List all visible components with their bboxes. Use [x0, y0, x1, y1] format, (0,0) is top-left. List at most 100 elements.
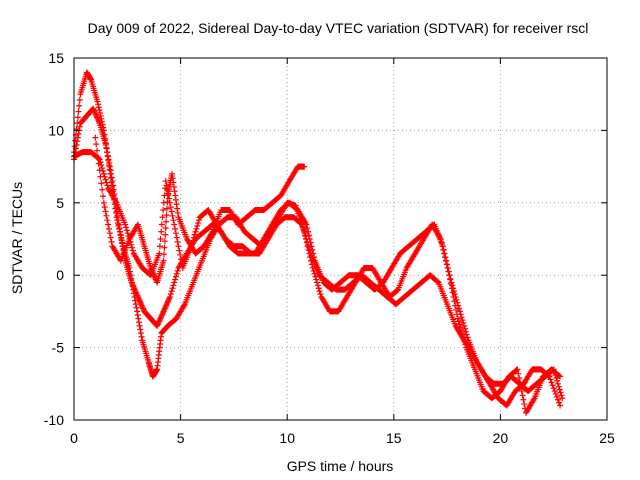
data-point: [174, 238, 181, 245]
data-point: [170, 179, 177, 186]
data-point: [102, 208, 109, 215]
data-point: [94, 147, 101, 154]
data-point: [445, 268, 452, 275]
data-point: [303, 236, 310, 242]
data-point: [133, 304, 140, 311]
data-point: [104, 152, 111, 159]
data-point: [173, 201, 180, 208]
data-point: [95, 160, 102, 167]
data-point: [557, 373, 564, 380]
data-point: [73, 141, 80, 148]
data-point: [123, 224, 130, 231]
data-point: [195, 217, 202, 224]
data-point: [169, 285, 176, 292]
grid-lines: [74, 58, 607, 420]
data-point: [117, 232, 124, 239]
data-point: [74, 138, 81, 145]
data-point: [95, 104, 102, 111]
data-point: [132, 297, 139, 304]
data-point: [299, 221, 306, 228]
data-point: [103, 179, 110, 186]
data-point: [171, 221, 178, 228]
data-point: [550, 385, 557, 392]
data-point: [305, 228, 312, 235]
data-point: [102, 176, 109, 183]
series-track-b: [71, 105, 566, 402]
data-point: [553, 393, 560, 400]
data-point: [170, 183, 177, 190]
data-point: [157, 236, 164, 242]
data-point: [558, 392, 565, 399]
data-point: [105, 156, 112, 163]
data-point: [191, 231, 198, 238]
data-point: [172, 225, 179, 232]
data-point: [456, 308, 463, 315]
data-point: [195, 220, 202, 227]
data-point: [462, 325, 469, 332]
data-point: [302, 233, 309, 240]
data-point: [459, 317, 466, 324]
data-point: [174, 209, 181, 216]
data-point: [192, 228, 199, 235]
data-point: [312, 273, 319, 280]
data-point: [552, 390, 559, 397]
y-tick-label: 10: [48, 122, 64, 138]
data-point: [317, 291, 324, 298]
data-point: [95, 101, 102, 108]
data-point: [304, 238, 311, 245]
data-point: [454, 299, 461, 306]
data-point: [169, 212, 176, 219]
data-points: [71, 69, 566, 416]
data-point: [115, 217, 122, 224]
data-point: [456, 321, 463, 328]
y-tick-labels: -10 -5 0 5 10 15: [44, 50, 64, 428]
data-point: [548, 379, 555, 386]
data-point: [170, 217, 177, 224]
x-tick-label: 20: [493, 430, 509, 446]
data-point: [171, 279, 178, 286]
data-point: [551, 369, 558, 376]
data-point: [545, 372, 552, 379]
data-point: [93, 141, 100, 148]
data-point: [110, 182, 117, 189]
data-point: [515, 370, 522, 377]
data-point: [129, 247, 136, 254]
data-point: [316, 288, 323, 295]
data-point: [551, 388, 558, 395]
x-tick-label: 25: [599, 430, 615, 446]
data-point: [75, 131, 82, 138]
data-point: [313, 276, 320, 283]
data-point: [513, 367, 520, 374]
data-point: [444, 261, 451, 268]
data-point: [299, 224, 306, 231]
data-point: [100, 199, 107, 206]
y-tick-label: 5: [56, 195, 64, 211]
data-point: [106, 163, 113, 170]
data-point: [460, 319, 467, 326]
data-point: [168, 288, 175, 295]
data-point: [556, 386, 563, 393]
data-point: [101, 204, 108, 211]
data-point: [76, 123, 83, 130]
data-point: [546, 373, 553, 380]
data-point: [136, 319, 143, 326]
data-point: [462, 328, 469, 335]
data-point: [94, 98, 101, 105]
data-point: [123, 227, 130, 234]
data-point: [552, 372, 559, 379]
data-point: [172, 276, 179, 283]
data-point: [315, 285, 322, 292]
data-point: [305, 244, 312, 251]
data-point: [440, 246, 447, 253]
series-track-c: [71, 149, 564, 409]
data-point: [169, 170, 176, 177]
data-point: [92, 134, 99, 141]
data-point: [76, 102, 83, 109]
data-point: [166, 293, 173, 300]
data-point: [74, 114, 81, 121]
data-point: [305, 232, 312, 239]
data-point: [75, 108, 82, 115]
data-point: [450, 285, 457, 292]
data-point: [134, 308, 141, 315]
